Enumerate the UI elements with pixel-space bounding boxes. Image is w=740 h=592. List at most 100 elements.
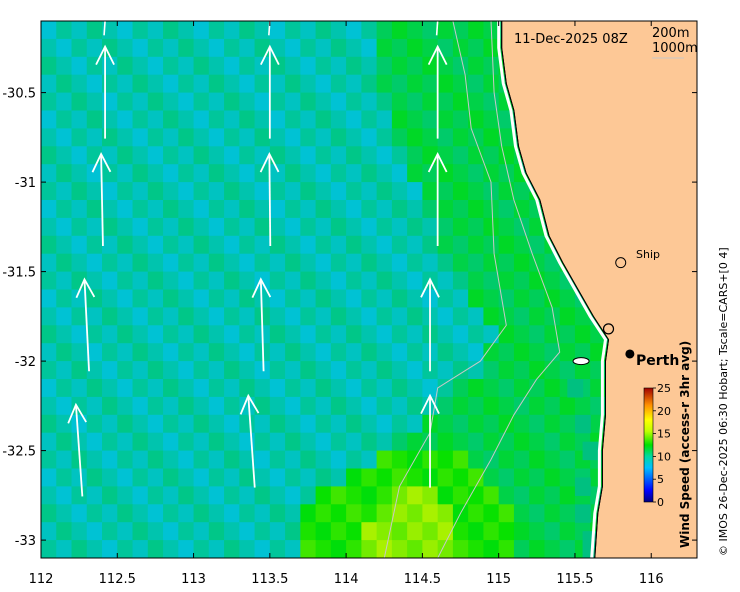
field-cell — [728, 164, 740, 183]
field-cell — [163, 289, 179, 308]
field-cell — [468, 271, 485, 291]
field-cell — [269, 522, 286, 541]
field-cell — [391, 56, 408, 76]
field-cell — [452, 21, 469, 40]
field-cell — [346, 379, 362, 398]
y-tick-label: -33 — [15, 534, 36, 549]
field-cell — [208, 325, 225, 344]
field-cell — [407, 164, 423, 183]
field-cell — [56, 92, 73, 112]
field-cell — [269, 361, 286, 380]
field-cell — [254, 110, 271, 129]
field-cell — [86, 217, 103, 237]
field-cell — [376, 343, 393, 362]
field-cell — [513, 396, 530, 416]
field-cell — [56, 110, 73, 129]
field-cell — [269, 504, 286, 523]
field-cell — [407, 379, 423, 398]
field-cell — [239, 235, 256, 255]
field-cell — [163, 235, 179, 255]
wind-arrow-stub — [435, 21, 439, 36]
field-cell — [407, 307, 423, 326]
field-cell — [132, 450, 149, 470]
field-cell — [697, 325, 713, 344]
field-cell — [224, 38, 240, 58]
field-cell — [437, 361, 454, 380]
field-cell — [468, 110, 485, 129]
field-cell — [239, 361, 256, 380]
field-cell — [407, 271, 423, 291]
field-cell — [56, 164, 73, 183]
field-cell — [452, 128, 469, 147]
field-cell — [697, 379, 713, 398]
field-cell — [300, 432, 317, 452]
field-cell — [728, 75, 740, 94]
field-cell — [285, 21, 301, 40]
field-cell — [71, 235, 88, 255]
field-cell — [376, 164, 393, 183]
field-cell — [559, 396, 576, 416]
field-cell — [285, 92, 301, 112]
field-cell — [330, 325, 347, 344]
field-cell — [513, 271, 530, 291]
field-cell — [269, 110, 286, 129]
field-cell — [544, 450, 561, 470]
field-cell — [102, 414, 118, 434]
field-cell — [163, 217, 179, 237]
field-cell — [147, 504, 164, 523]
field-cell — [193, 200, 210, 219]
field-cell — [117, 343, 134, 362]
field-cell — [102, 361, 118, 380]
field-cell — [56, 146, 73, 165]
field-cell — [224, 253, 240, 273]
field-cell — [391, 253, 408, 273]
field-cell — [163, 450, 179, 470]
field-cell — [712, 93, 728, 112]
field-cell — [422, 182, 439, 201]
field-cell — [559, 468, 576, 487]
field-cell — [376, 504, 393, 523]
field-cell — [224, 21, 240, 40]
field-cell — [361, 56, 378, 76]
field-cell — [147, 522, 164, 541]
field-cell — [315, 217, 332, 237]
field-cell — [239, 271, 256, 291]
field-cell — [407, 522, 423, 541]
field-cell — [468, 468, 485, 487]
field-cell — [407, 38, 423, 58]
field-cell — [132, 21, 149, 40]
field-cell — [102, 289, 118, 308]
field-cell — [86, 38, 103, 58]
field-cell — [346, 56, 362, 76]
wind-arrow — [95, 44, 115, 139]
colorbar-tick-label: 10 — [657, 450, 671, 463]
field-cell — [315, 21, 332, 40]
field-cell — [513, 235, 530, 255]
field-cell — [498, 379, 515, 398]
field-cell — [132, 414, 149, 434]
field-cell — [407, 253, 423, 273]
field-cell — [254, 56, 271, 76]
field-cell — [71, 200, 88, 219]
field-cell — [208, 253, 225, 273]
field-cell — [269, 540, 286, 558]
field-cell — [132, 164, 149, 183]
isobath-lines — [383, 21, 561, 558]
field-cell — [391, 540, 408, 558]
field-cell — [239, 522, 256, 541]
field-cell — [407, 21, 423, 40]
field-cell — [437, 200, 454, 219]
field-cell — [330, 217, 347, 237]
field-cell — [132, 361, 149, 380]
field-cell — [697, 57, 713, 76]
field-cell — [498, 540, 515, 558]
field-cell — [178, 307, 195, 326]
wind-arrow — [251, 277, 272, 372]
field-cell — [361, 522, 378, 541]
field-cell — [71, 21, 88, 40]
field-cell — [239, 200, 256, 219]
field-cell — [513, 540, 530, 558]
field-cell — [391, 164, 408, 183]
field-cell — [163, 486, 179, 505]
field-cell — [193, 74, 210, 94]
